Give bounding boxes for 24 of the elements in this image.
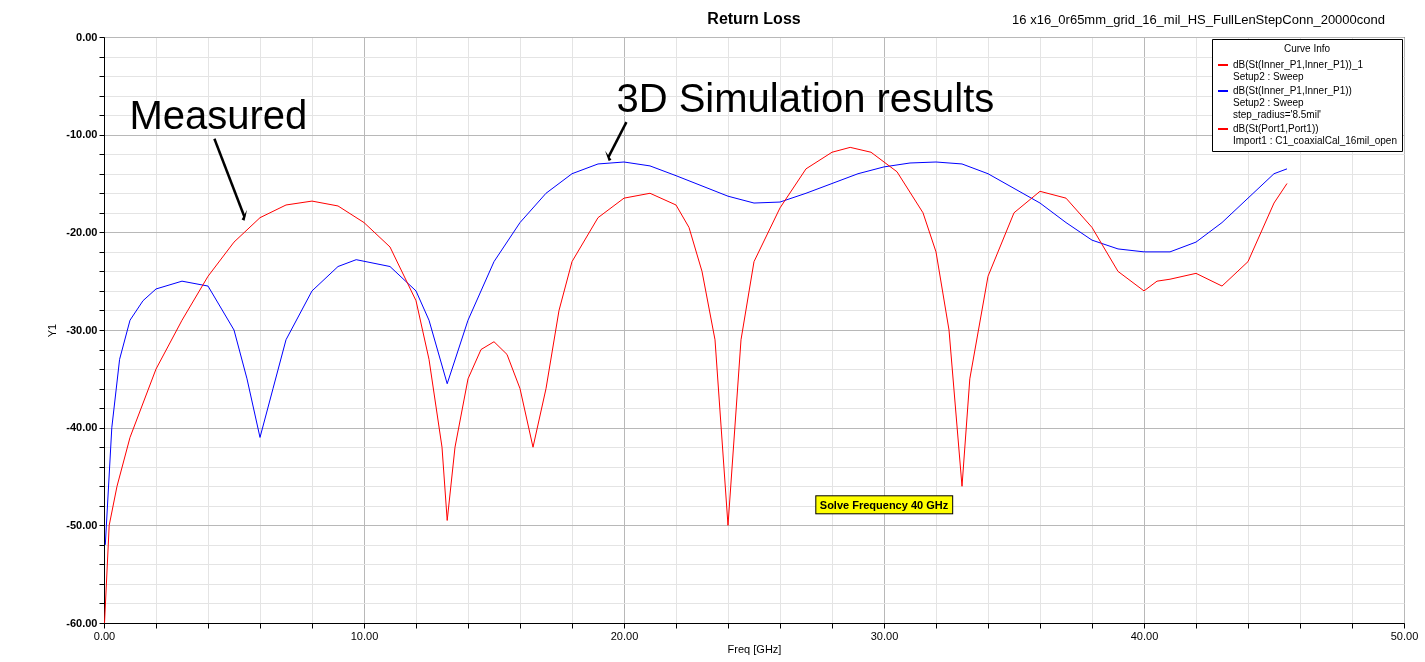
line-series	[104, 146, 1288, 623]
x-tick-label: 20.00	[610, 629, 639, 642]
x-tick-label: 40.00	[1130, 629, 1159, 642]
y-tick-label: -30.00	[66, 323, 98, 336]
x-tick-label: 10.00	[350, 629, 379, 642]
annotation: Solve Frequency 40 GHz	[819, 498, 949, 511]
x-axis-title: Freq [GHz]	[727, 642, 782, 655]
y-tick-label: -20.00	[66, 225, 98, 238]
annotation: Measured	[129, 92, 308, 137]
chart-title: Return Loss	[707, 10, 801, 27]
y-tick-label: 0.00	[76, 30, 98, 43]
chart-subtitle: 16 x16_0r65mm_grid_16_mil_HS_FullLenStepConn_20000cond	[1012, 12, 1385, 27]
x-tick-label: 30.00	[870, 629, 899, 642]
y-axis-title: Y1	[46, 323, 59, 338]
y-tick-label: -40.00	[66, 421, 98, 434]
annotation: 3D Simulation results	[616, 76, 995, 121]
y-tick-label: -10.00	[66, 128, 98, 141]
legend-label: dB(St(Port1,Port1)) Import1 : C1_coaxialCal_16mil_open	[1233, 123, 1397, 146]
x-tick-label: 0.00	[93, 629, 116, 642]
y-tick-label: -60.00	[66, 616, 98, 629]
legend-title: Curve Info	[1283, 43, 1331, 54]
y-tick-label: -50.00	[66, 518, 98, 531]
x-tick-label: 50.00	[1390, 629, 1419, 642]
line-series	[104, 161, 1288, 546]
